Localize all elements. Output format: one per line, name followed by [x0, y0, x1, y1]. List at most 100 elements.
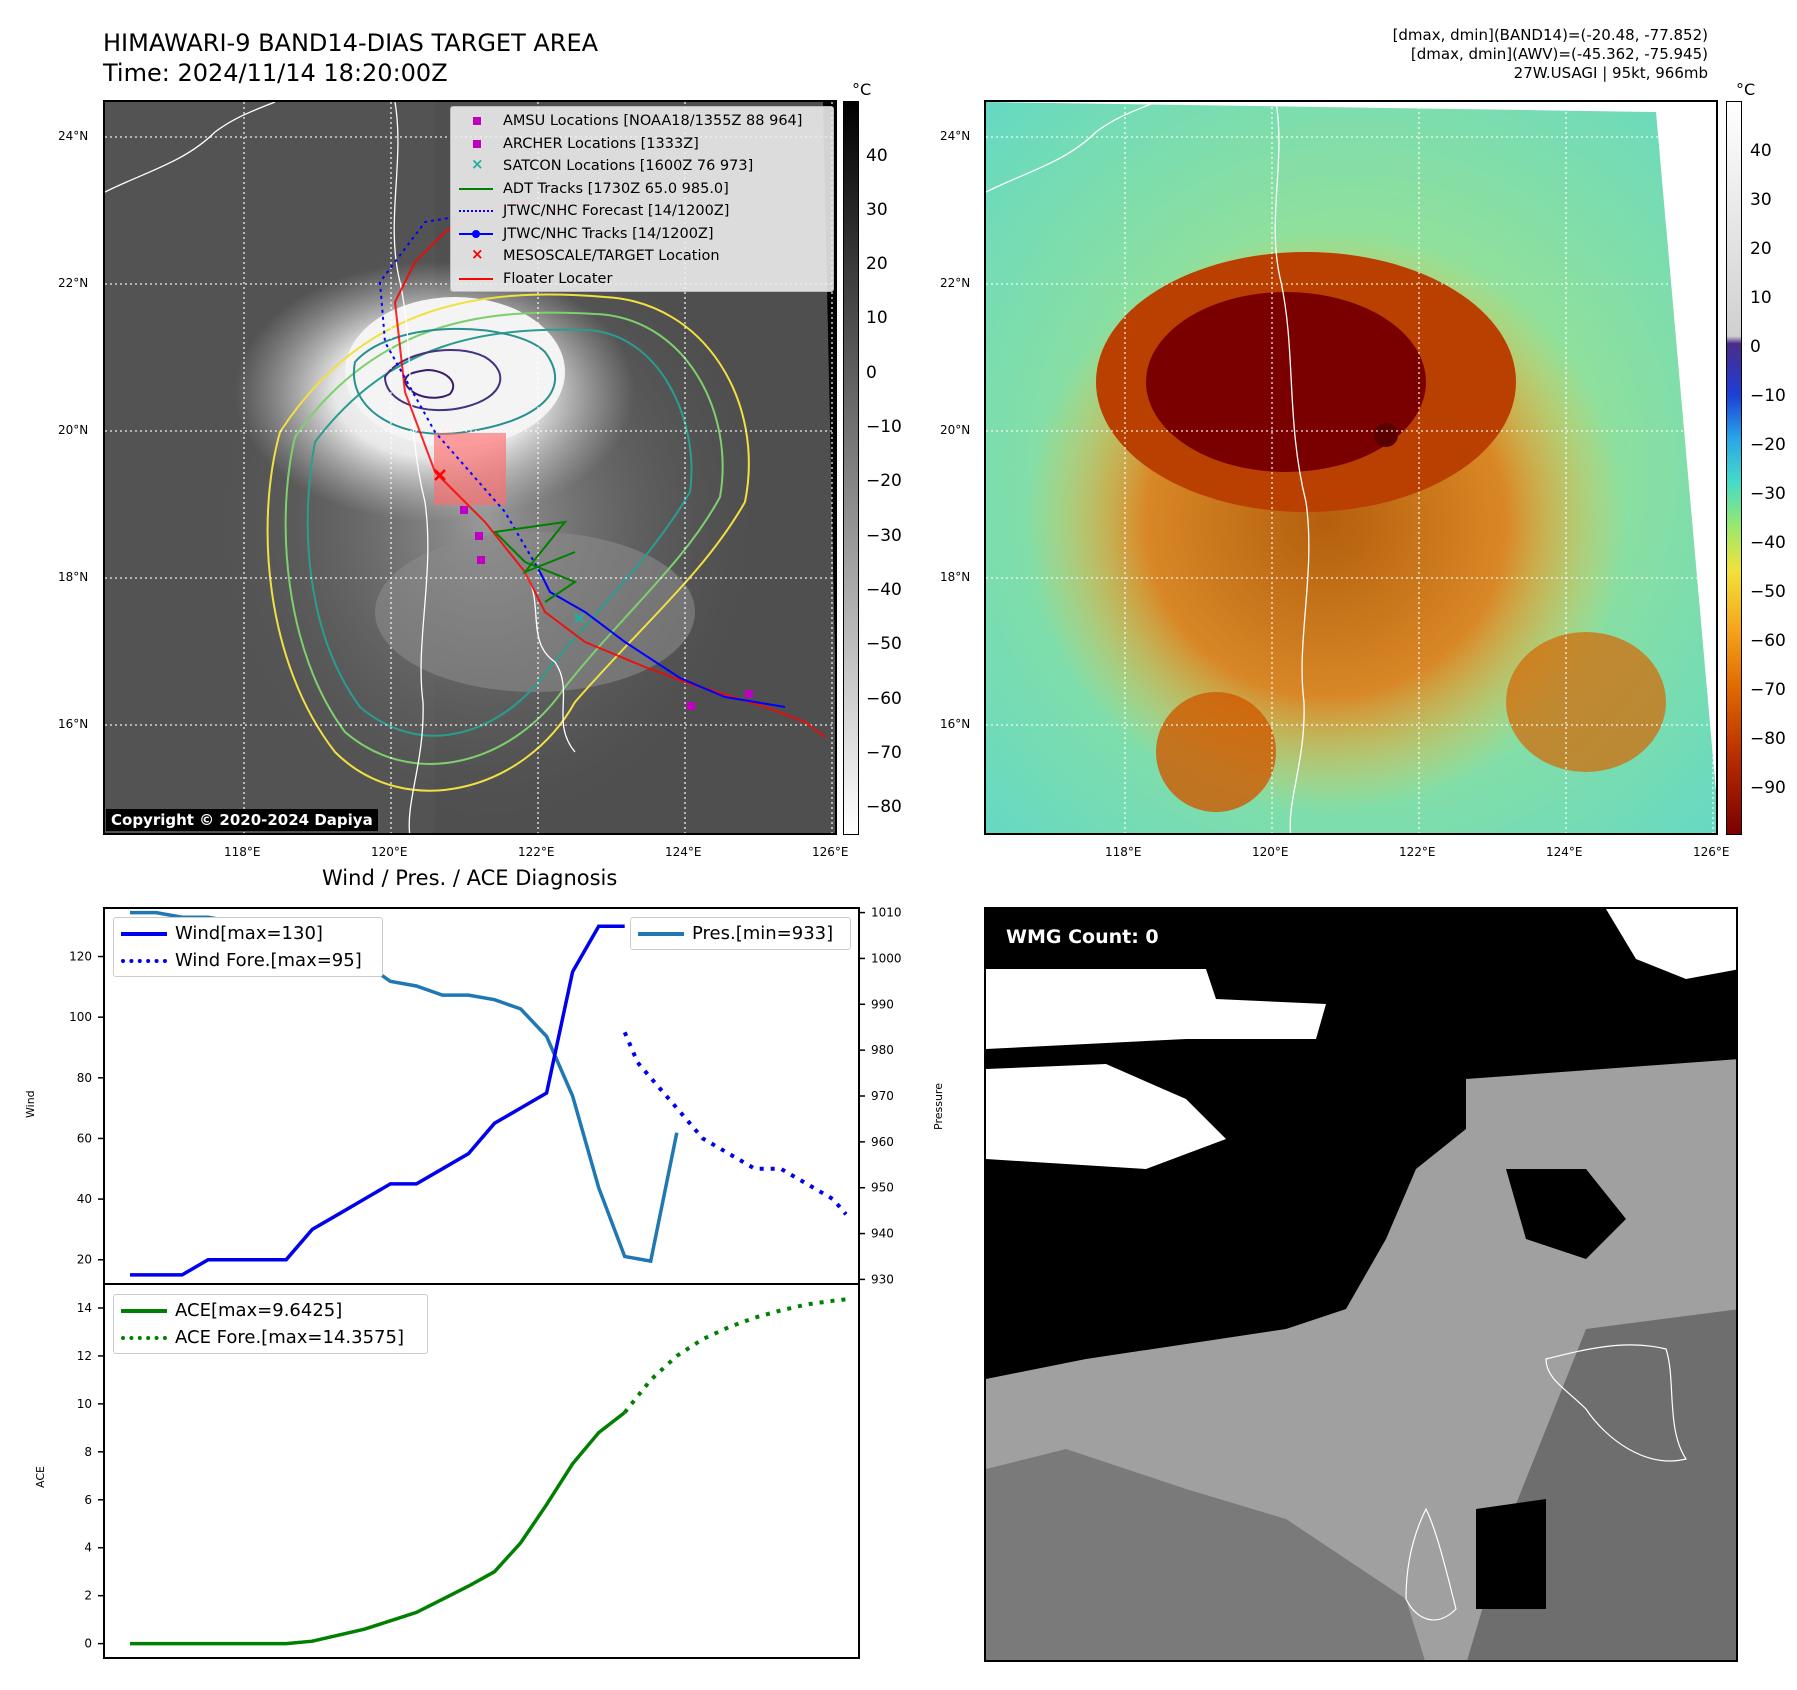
legend-item-adt: ADT Tracks [1730Z 65.0 985.0]	[457, 178, 827, 201]
ace-axes-frame	[103, 1283, 860, 1659]
wind-legend: Wind[max=130] Wind Fore.[max=95]	[113, 917, 383, 977]
ace-axis-label: ACE	[34, 1466, 47, 1488]
lon-label: 120°E	[1252, 845, 1289, 859]
legend-item-archer: ARCHER Locations [1333Z]	[457, 133, 827, 156]
ir-colorbar	[843, 101, 859, 835]
ir-colorbar-tick: −80	[866, 797, 902, 817]
enh-colorbar-tick: −80	[1750, 729, 1786, 749]
legend-label: Floater Locater	[503, 270, 613, 287]
enh-colorbar-tick: −50	[1750, 582, 1786, 602]
ir-colorbar-tick: 20	[866, 254, 888, 274]
legend-dotted-icon	[459, 210, 493, 213]
ace-axis-tick-label: 14	[77, 1301, 92, 1315]
enh-colorbar-tick: 30	[1750, 190, 1772, 210]
pressure-axis-tick-label: 940	[871, 1227, 894, 1241]
wind-axis-tick-label: 40	[77, 1192, 92, 1206]
ace-axis-tick-label: 6	[84, 1493, 92, 1507]
legend-line-icon	[121, 1308, 167, 1313]
lat-label: 24°N	[940, 129, 971, 143]
wind-axis-tick-label: 100	[69, 1010, 92, 1024]
wmg-image	[986, 909, 1736, 1660]
ir-colorbar-tick: −20	[866, 471, 902, 491]
wind-axis-tick-label: 80	[77, 1071, 92, 1085]
enh-colorbar-tick: 10	[1750, 288, 1772, 308]
pressure-axis-tick-label: 970	[871, 1089, 894, 1103]
lat-label: 24°N	[58, 129, 89, 143]
legend-x-icon: ×	[471, 245, 484, 264]
lon-label: 122°E	[1399, 845, 1436, 859]
ace-axis-tick-label: 0	[84, 1637, 92, 1651]
legend-item-mesoscale: × MESOSCALE/TARGET Location	[457, 245, 827, 268]
ir-colorbar-tick: −50	[866, 634, 902, 654]
legend-item-wind: Wind[max=130]	[121, 920, 375, 947]
legend-label: MESOSCALE/TARGET Location	[503, 248, 720, 265]
legend-x-icon: ×	[471, 155, 484, 174]
pressure-axis-tick-label: 990	[871, 997, 894, 1011]
legend-item-amsu: AMSU Locations [NOAA18/1355Z 88 964]	[457, 110, 827, 133]
ir-colorbar-unit: °C	[852, 80, 872, 99]
enh-colorbar-tick: 0	[1750, 337, 1761, 357]
ir-colorbar-tick: −40	[866, 580, 902, 600]
legend-square-icon	[473, 139, 481, 148]
legend-item-pressure: Pres.[min=933]	[638, 920, 843, 947]
wind-axis-label: Wind	[24, 1090, 37, 1118]
pressure-axis-tick-label: 930	[871, 1272, 894, 1286]
lat-label: 20°N	[940, 423, 971, 437]
legend-line-icon	[459, 187, 493, 190]
ir-colorbar-tick: 10	[866, 308, 888, 328]
ir-colorbar-tick: −70	[866, 743, 902, 763]
legend-dotted-icon	[121, 1335, 167, 1340]
pressure-axis-tick-label: 1000	[871, 951, 902, 965]
pressure-axis-tick-label: 950	[871, 1181, 894, 1195]
enh-colorbar-tick: −60	[1750, 631, 1786, 651]
lat-label: 16°N	[58, 717, 89, 731]
ir-colorbar-tick: 40	[866, 146, 888, 166]
ace-axis-tick-label: 10	[77, 1397, 92, 1411]
lat-label: 16°N	[940, 717, 971, 731]
legend-label: ADT Tracks [1730Z 65.0 985.0]	[503, 180, 729, 197]
lon-label: 118°E	[1105, 845, 1142, 859]
pressure-legend: Pres.[min=933]	[630, 917, 851, 950]
wind-axis-tick-label: 20	[77, 1253, 92, 1267]
ace-axis-tick-label: 2	[84, 1589, 92, 1603]
ir-colorbar-tick: −10	[866, 417, 902, 437]
page-time: Time: 2024/11/14 18:20:00Z	[103, 59, 448, 87]
lon-label: 126°E	[1693, 845, 1730, 859]
lon-label: 122°E	[518, 845, 555, 859]
legend-line-icon	[459, 277, 493, 280]
wind-axis-tick-label: 60	[77, 1131, 92, 1145]
legend-item-ace: ACE[max=9.6425]	[121, 1297, 420, 1324]
legend-label: Wind Fore.[max=95]	[175, 950, 362, 971]
legend-label: ARCHER Locations [1333Z]	[503, 135, 699, 152]
legend-item-wind-forecast: Wind Fore.[max=95]	[121, 947, 375, 974]
legend-item-floater: Floater Locater	[457, 268, 827, 291]
legend-item-forecast: JTWC/NHC Forecast [14/1200Z]	[457, 200, 827, 223]
pressure-axis-label: Pressure	[932, 1083, 945, 1130]
ace-axis-tick-label: 4	[84, 1541, 92, 1555]
legend-line-icon	[121, 931, 167, 936]
lon-label: 124°E	[1546, 845, 1583, 859]
legend-label: SATCON Locations [1600Z 76 973]	[503, 158, 754, 175]
lat-label: 18°N	[58, 570, 89, 584]
pressure-axis-tick-label: 1010	[871, 906, 902, 920]
lat-label: 22°N	[58, 276, 89, 290]
page-title: HIMAWARI-9 BAND14-DIAS TARGET AREA	[103, 29, 599, 57]
enh-colorbar	[1726, 101, 1742, 835]
dmax-awv: [dmax, dmin](AWV)=(-45.362, -75.945)	[1410, 45, 1708, 63]
enh-colorbar-tick: −90	[1750, 778, 1786, 798]
legend-item-ace-forecast: ACE Fore.[max=14.3575]	[121, 1324, 420, 1351]
legend-square-icon	[473, 117, 481, 126]
legend-label: Pres.[min=933]	[692, 923, 834, 944]
enh-colorbar-unit: °C	[1736, 80, 1756, 99]
lon-label: 126°E	[812, 845, 849, 859]
wmg-count-badge: WMG Count: 0	[998, 923, 1167, 951]
ace-axis-tick-label: 8	[84, 1445, 92, 1459]
legend-item-tracks: JTWC/NHC Tracks [14/1200Z]	[457, 223, 827, 246]
legend-label: AMSU Locations [NOAA18/1355Z 88 964]	[503, 113, 803, 130]
legend-label: ACE Fore.[max=14.3575]	[175, 1327, 404, 1348]
enh-colorbar-tick: −30	[1750, 484, 1786, 504]
ace-legend: ACE[max=9.6425] ACE Fore.[max=14.3575]	[113, 1294, 428, 1354]
wmg-panel: WMG Count: 0	[984, 907, 1738, 1662]
pressure-axis-tick-label: 980	[871, 1043, 894, 1057]
